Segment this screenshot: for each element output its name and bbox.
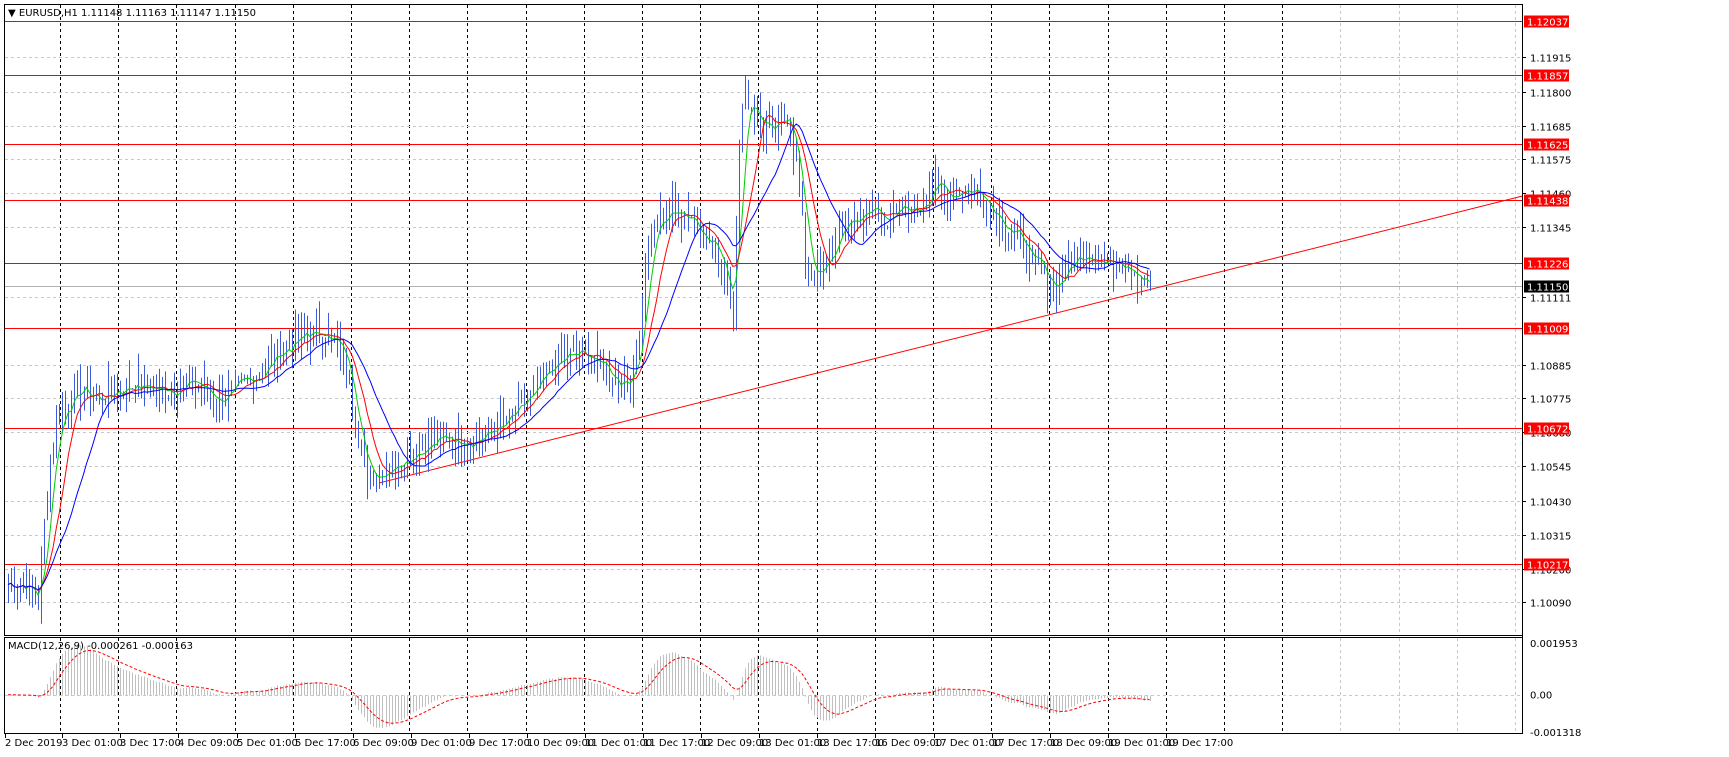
ma-mid-line bbox=[7, 114, 1150, 592]
x-tick-label: 13 Dec 17:00 bbox=[817, 738, 884, 749]
y-tick-label: 1.10430 bbox=[1530, 498, 1571, 509]
level-price-label: 1.11009 bbox=[1527, 325, 1568, 336]
y-tick-label: 1.10090 bbox=[1530, 599, 1571, 610]
macd-tick-label: 0.001953 bbox=[1530, 639, 1578, 650]
level-price-label: 1.10217 bbox=[1527, 561, 1568, 572]
x-tick-label: 11 Dec 17:00 bbox=[643, 738, 710, 749]
x-tick-label: 9 Dec 17:00 bbox=[469, 738, 530, 749]
x-tick-label: 12 Dec 09:00 bbox=[701, 738, 768, 749]
y-tick-label: 1.10775 bbox=[1530, 395, 1571, 406]
x-tick-label: 5 Dec 17:00 bbox=[295, 738, 356, 749]
y-tick-label: 1.11575 bbox=[1530, 156, 1571, 167]
x-tick-label: 2 Dec 2019 bbox=[5, 738, 63, 749]
x-tick-label: 18 Dec 09:00 bbox=[1050, 738, 1117, 749]
y-tick-label: 1.10200 bbox=[1530, 566, 1571, 577]
chart-header: ▼ EURUSD,H1 1.11148 1.11163 1.11147 1.11… bbox=[8, 8, 256, 19]
level-price-label: 1.11625 bbox=[1527, 141, 1568, 152]
x-tick-label: 9 Dec 01:00 bbox=[411, 738, 472, 749]
y-tick-label: 1.11915 bbox=[1530, 54, 1571, 65]
x-tick-label: 10 Dec 09:00 bbox=[527, 738, 594, 749]
level-price-tag bbox=[1524, 15, 1569, 28]
x-tick-label: 17 Dec 17:00 bbox=[992, 738, 1059, 749]
y-tick-label: 1.11685 bbox=[1530, 123, 1571, 134]
level-price-tag bbox=[1524, 138, 1569, 151]
x-tick-label: 19 Dec 01:00 bbox=[1108, 738, 1175, 749]
macd-tick-label: 0.00 bbox=[1530, 691, 1552, 702]
macd-label: MACD(12,26,9) -0.000261 -0.000163 bbox=[8, 641, 193, 652]
level-price-tag bbox=[1524, 558, 1569, 571]
level-price-tag bbox=[1524, 257, 1569, 270]
level-price-label: 1.10672 bbox=[1527, 425, 1568, 436]
x-tick-label: 3 Dec 17:00 bbox=[120, 738, 181, 749]
x-tick-label: 19 Dec 17:00 bbox=[1166, 738, 1233, 749]
level-price-tag bbox=[1524, 69, 1569, 82]
y-tick-label: 1.11111 bbox=[1530, 294, 1571, 305]
x-tick-label: 5 Dec 01:00 bbox=[237, 738, 298, 749]
x-tick-label: 3 Dec 01:00 bbox=[62, 738, 123, 749]
level-price-label: 1.11438 bbox=[1527, 197, 1568, 208]
x-tick-label: 13 Dec 01:00 bbox=[759, 738, 826, 749]
level-price-tag bbox=[1524, 322, 1569, 335]
y-tick-label: 1.10885 bbox=[1530, 362, 1571, 373]
current-price-tag bbox=[1524, 280, 1569, 293]
y-tick-label: 1.11800 bbox=[1530, 89, 1571, 100]
x-tick-label: 6 Dec 09:00 bbox=[353, 738, 414, 749]
x-tick-label: 11 Dec 01:00 bbox=[585, 738, 652, 749]
macd-tick-label: -0.001318 bbox=[1530, 728, 1581, 739]
main-plot-frame bbox=[4, 4, 1523, 636]
level-price-label: 1.12037 bbox=[1527, 18, 1568, 29]
level-price-tag bbox=[1524, 194, 1569, 207]
ma-slow-line bbox=[7, 123, 1150, 591]
level-price-tag bbox=[1524, 422, 1569, 435]
current-price-label: 1.11150 bbox=[1527, 283, 1568, 294]
ma-fast-line bbox=[7, 106, 1150, 597]
y-tick-label: 1.11345 bbox=[1530, 224, 1571, 235]
level-price-label: 1.11226 bbox=[1527, 260, 1568, 271]
x-tick-label: 17 Dec 01:00 bbox=[934, 738, 1001, 749]
y-tick-label: 1.10315 bbox=[1530, 532, 1571, 543]
x-tick-label: 4 Dec 09:00 bbox=[178, 738, 239, 749]
macd-signal-line bbox=[8, 649, 1150, 724]
x-tick-label: 16 Dec 09:00 bbox=[875, 738, 942, 749]
y-tick-label: 1.10545 bbox=[1530, 463, 1571, 474]
level-price-label: 1.11857 bbox=[1527, 72, 1568, 83]
trend-line[interactable] bbox=[379, 195, 1523, 484]
